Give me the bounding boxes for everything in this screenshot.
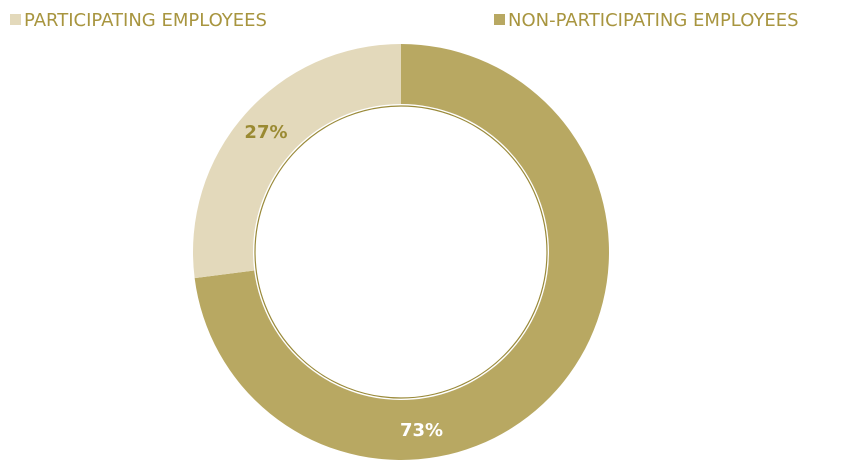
legend-swatch [10,14,21,25]
value-label: 27% [244,122,287,143]
slice [192,44,401,279]
value-label: 73% [400,420,443,441]
inner-ring [254,105,548,399]
legend-text: PARTICIPATING EMPLOYEES [24,10,267,31]
legend-text: NON-PARTICIPATING EMPLOYEES [508,10,799,31]
legend-swatch [494,14,505,25]
